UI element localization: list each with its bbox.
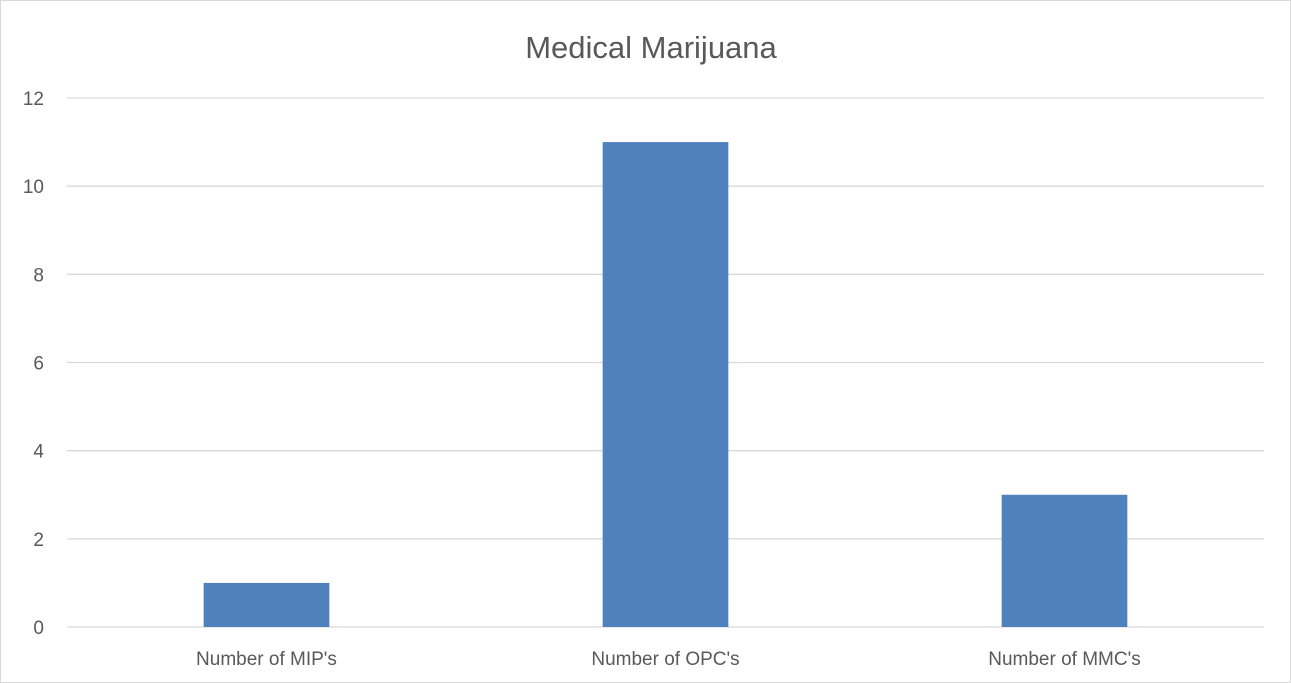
chart-title: Medical Marijuana: [525, 30, 777, 65]
y-tick-label: 6: [33, 354, 44, 375]
x-axis-categories: Number of MIP's Number of OPC's Number of …: [196, 649, 1141, 670]
bars: [204, 142, 1128, 627]
y-axis-ticks: 0 2 4 6 8 10 12: [23, 89, 45, 639]
bar: [204, 583, 330, 627]
y-tick-label: 2: [33, 530, 44, 551]
y-tick-label: 0: [33, 618, 44, 639]
y-tick-label: 8: [33, 265, 44, 286]
bar: [603, 142, 729, 627]
x-category-label: Number of MMC's: [988, 649, 1140, 670]
y-tick-label: 12: [23, 89, 44, 110]
bar: [1002, 495, 1128, 627]
x-category-label: Number of OPC's: [591, 649, 739, 670]
y-tick-label: 10: [23, 177, 44, 198]
y-tick-label: 4: [33, 442, 44, 463]
x-category-label: Number of MIP's: [196, 649, 337, 670]
